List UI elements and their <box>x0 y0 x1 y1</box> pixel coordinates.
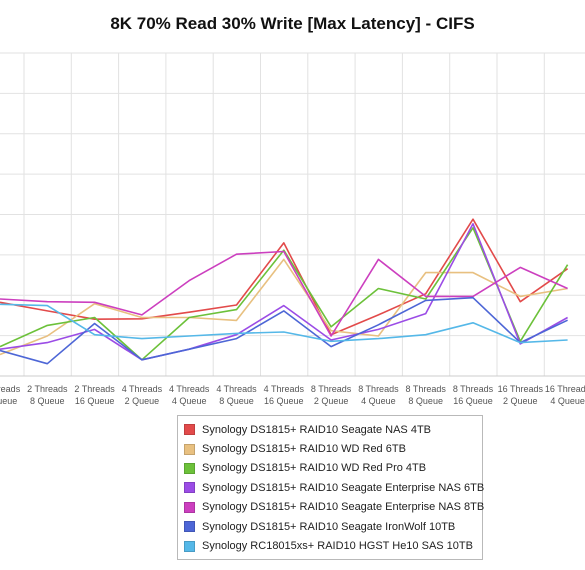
x-tick-label: 8 Threads 16 Queue <box>453 384 494 406</box>
legend-swatch <box>184 501 195 513</box>
chart-legend: Synology DS1815+ RAID10 Seagate NAS 4TB S… <box>177 415 485 560</box>
x-tick-label: 4 Threads 8 Queue <box>216 384 257 406</box>
legend-item: Synology RC18015xs+ RAID10 HGST He10 SAS… <box>178 536 482 555</box>
legend-swatch <box>184 482 195 494</box>
chart-title: 8K 70% Read 30% Write [Max Latency] - CI… <box>110 14 475 33</box>
x-tick-label: 8 Threads 8 Queue <box>406 384 447 406</box>
series-line-5 <box>0 250 568 337</box>
legend-swatch <box>184 424 195 436</box>
series-line-3 <box>0 227 569 361</box>
x-tick-label: 4 Threads 4 Queue <box>169 384 210 406</box>
legend-label: Synology DS1815+ RAID10 Seagate NAS 4TB <box>202 423 431 436</box>
series-line-4 <box>0 223 568 361</box>
x-tick-label: 2 Threads 16 Queue <box>74 384 115 406</box>
series-line-6 <box>0 296 568 365</box>
legend-item: Synology DS1815+ RAID10 Seagate Enterpri… <box>178 478 485 497</box>
legend-swatch <box>184 521 195 533</box>
legend-label: Synology DS1815+ RAID10 Seagate Enterpri… <box>202 501 485 514</box>
legend-label: Synology DS1815+ RAID10 Seagate Enterpri… <box>202 481 485 494</box>
legend-label: Synology RC18015xs+ RAID10 HGST He10 SAS… <box>202 540 473 553</box>
grid-layer <box>0 52 585 377</box>
series-line-1 <box>0 218 569 336</box>
x-tick-label: 2 Threads 8 Queue <box>27 384 68 406</box>
legend-label: Synology DS1815+ RAID10 Seagate IronWolf… <box>202 520 456 533</box>
legend-item: Synology DS1815+ RAID10 WD Red Pro 4TB <box>178 459 482 478</box>
legend-swatch <box>184 443 195 455</box>
series-layer <box>0 218 569 365</box>
legend-item: Synology DS1815+ RAID10 Seagate NAS 4TB <box>178 420 482 439</box>
legend-item: Synology DS1815+ RAID10 Seagate IronWolf… <box>178 517 482 536</box>
legend-label: Synology DS1815+ RAID10 WD Red Pro 4TB <box>202 462 427 475</box>
legend-swatch <box>184 540 195 552</box>
legend-item: Synology DS1815+ RAID10 WD Red 6TB <box>178 439 482 458</box>
legend-label: Synology DS1815+ RAID10 WD Red 6TB <box>202 443 406 456</box>
series-line-7 <box>0 303 568 344</box>
x-tick-label: 4 Threads 2 Queue <box>122 384 163 406</box>
legend-swatch <box>184 462 195 474</box>
x-tick-label: 8 Threads 2 Queue <box>311 384 352 406</box>
legend-item: Synology DS1815+ RAID10 Seagate Enterpri… <box>178 498 485 517</box>
x-tick-label: 4 Threads 16 Queue <box>264 384 305 406</box>
series-line-2 <box>0 258 568 356</box>
x-tick-label: 16 Threads 2 Queue <box>498 384 544 406</box>
x-tick-label: 8 Threads 4 Queue <box>358 384 399 406</box>
